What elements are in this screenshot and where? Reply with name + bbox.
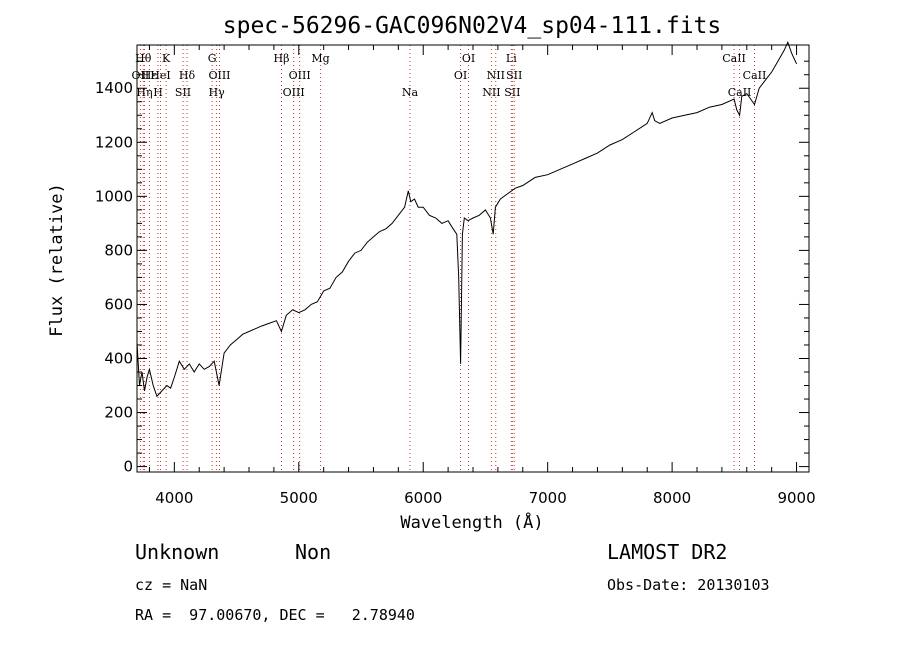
line-marker-label: Li (506, 52, 517, 65)
x-tick-label: 8000 (653, 489, 691, 507)
x-tick-label: 4000 (155, 489, 193, 507)
line-marker-label: G (208, 52, 217, 65)
y-axis: 0 200 400 600 800 1000 1200 1400 (95, 60, 809, 476)
line-marker-label: Hθ (135, 52, 152, 65)
line-marker-label: Na (402, 86, 419, 99)
line-marker-label: CaII (722, 52, 746, 65)
y-tick-label: 800 (104, 241, 133, 259)
x-axis-label: Wavelength (Å) (400, 511, 543, 533)
line-marker-label: OI (454, 69, 467, 82)
line-marker-label: OIII (208, 69, 230, 82)
y-tick-label: 400 (104, 349, 133, 367)
y-tick-label: 0 (123, 458, 133, 476)
line-marker-label: OII (132, 69, 150, 82)
line-marker-label: SII (506, 69, 522, 82)
line-marker-label: SII (175, 86, 191, 99)
survey-label: LAMOST DR2 (607, 540, 728, 564)
y-tick-label: 600 (104, 295, 133, 313)
radec-label: RA = 97.00670, DEC = 2.78940 (135, 606, 415, 624)
chart-title: spec-56296-GAC096N02V4_sp04-111.fits (223, 13, 722, 39)
x-axis: 4000 5000 6000 7000 8000 9000 (148, 45, 816, 507)
line-marker-label: CaII (728, 86, 752, 99)
obsdate-label: Obs-Date: 20130103 (607, 576, 770, 594)
spectrum-series-line (136, 40, 798, 398)
spectral-line-markers: HθOIIHηHεHHeIKHδSIIGHγOIIIHβOIIIOIIIMgNa… (132, 45, 767, 472)
line-marker-label: Hε (142, 69, 158, 82)
line-marker-label: Hδ (179, 69, 196, 82)
line-marker-label: Mg (311, 52, 329, 65)
line-marker-label: OIII (289, 69, 311, 82)
line-marker-label: H (153, 86, 163, 99)
x-tick-label: 6000 (404, 489, 442, 507)
cz-label: cz = NaN (135, 576, 208, 594)
line-marker-label: CaII (743, 69, 767, 82)
y-tick-label: 1400 (95, 79, 133, 97)
subclass-label: Non (295, 540, 332, 564)
line-marker-label: OIII (283, 86, 305, 99)
x-tick-label: 9000 (777, 489, 815, 507)
y-tick-label: 1200 (95, 133, 133, 151)
line-marker-label: K (162, 52, 171, 65)
x-tick-label: 7000 (529, 489, 567, 507)
line-marker-label: SII (504, 86, 520, 99)
line-marker-label: Hγ (209, 86, 226, 99)
line-marker-label: Hβ (274, 52, 290, 65)
y-axis-label: Flux (relative) (47, 183, 67, 337)
line-marker-label: OI (462, 52, 475, 65)
line-marker-label: NII (482, 86, 500, 99)
line-marker-label: NII (487, 69, 505, 82)
y-tick-label: 1000 (95, 187, 133, 205)
y-tick-label: 200 (104, 404, 133, 422)
class-label: Unknown (135, 540, 220, 564)
line-marker-label: Hη (136, 86, 152, 99)
line-marker-label: HeI (150, 69, 170, 82)
x-tick-label: 5000 (280, 489, 318, 507)
plot-frame (136, 44, 810, 473)
